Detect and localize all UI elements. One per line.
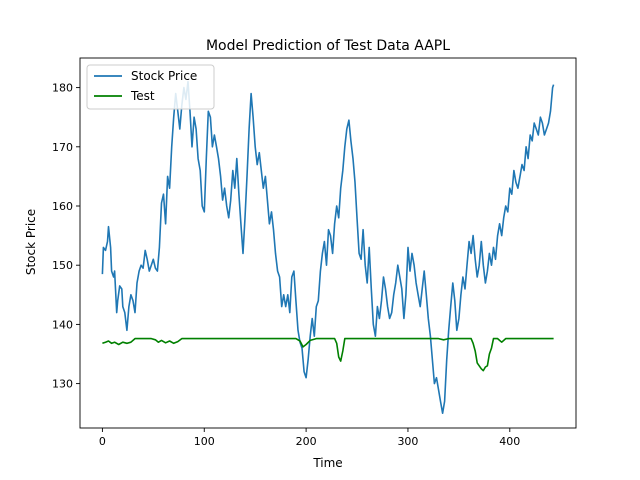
y-tick-label-5: 180 — [52, 82, 73, 95]
y-tick-label-2: 150 — [52, 259, 73, 272]
y-axis-label: Stock Price — [24, 209, 38, 275]
legend-label-1: Test — [130, 89, 155, 103]
x-tick-label-2: 200 — [296, 435, 317, 448]
y-tick-label-3: 160 — [52, 200, 73, 213]
x-tick-label-4: 400 — [499, 435, 520, 448]
y-tick-label-0: 130 — [52, 378, 73, 391]
x-tick-label-0: 0 — [99, 435, 106, 448]
y-tick-label-1: 140 — [52, 318, 73, 331]
x-tick-label-1: 100 — [194, 435, 215, 448]
chart-title: Model Prediction of Test Data AAPL — [206, 38, 450, 54]
x-axis-label: Time — [312, 456, 342, 470]
series-line-0 — [101, 80, 555, 414]
series-line-1 — [102, 337, 554, 372]
axes-frame — [79, 57, 577, 429]
legend-label-0: Stock Price — [131, 69, 197, 83]
x-tick-label-3: 300 — [397, 435, 418, 448]
plot-area — [101, 80, 555, 414]
axes: 0 100 200 300 400 130 140 150 160 170 180 — [52, 57, 577, 448]
y-tick-label-4: 170 — [52, 141, 73, 154]
legend: Stock Price Test — [86, 64, 215, 110]
